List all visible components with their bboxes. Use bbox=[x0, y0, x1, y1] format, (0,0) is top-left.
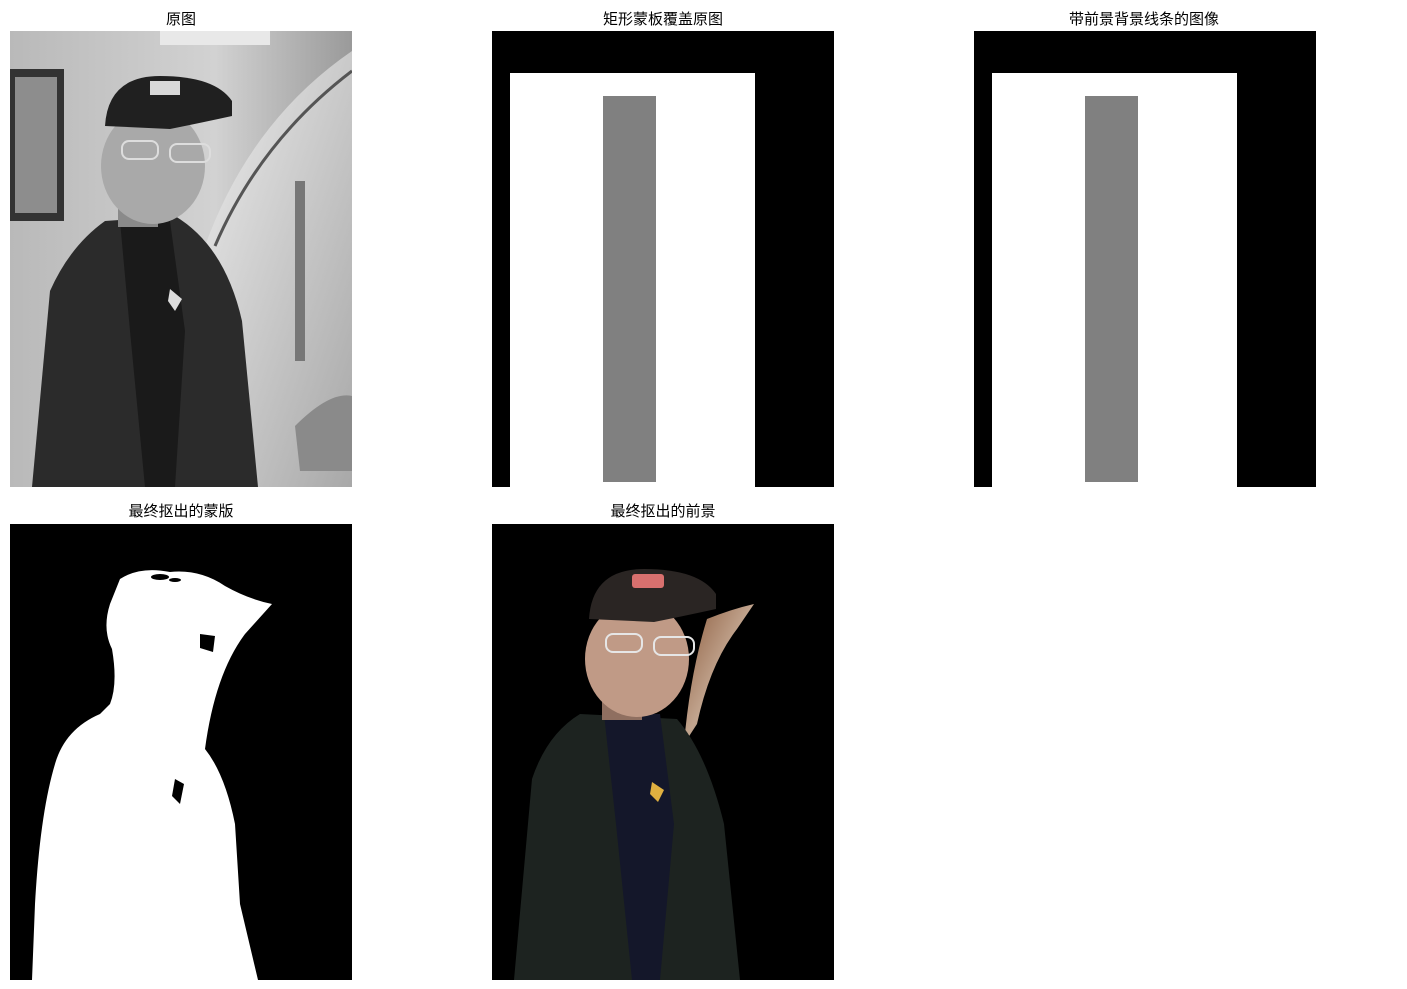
panel-title-lines-image: 带前景背景线条的图像 bbox=[1068, 10, 1220, 28]
panel-title-rect-mask: 矩形蒙板覆盖原图 bbox=[602, 10, 724, 28]
panel-title-final-foreground: 最终抠出的前景 bbox=[610, 502, 716, 520]
final-foreground-image bbox=[492, 524, 834, 980]
lines-image bbox=[974, 31, 1316, 487]
original-image bbox=[10, 31, 352, 487]
panel-title-final-mask: 最终抠出的蒙版 bbox=[128, 502, 234, 520]
rect-mask-image bbox=[492, 31, 834, 487]
final-mask-image bbox=[10, 524, 352, 980]
panel-title-original: 原图 bbox=[165, 10, 197, 28]
